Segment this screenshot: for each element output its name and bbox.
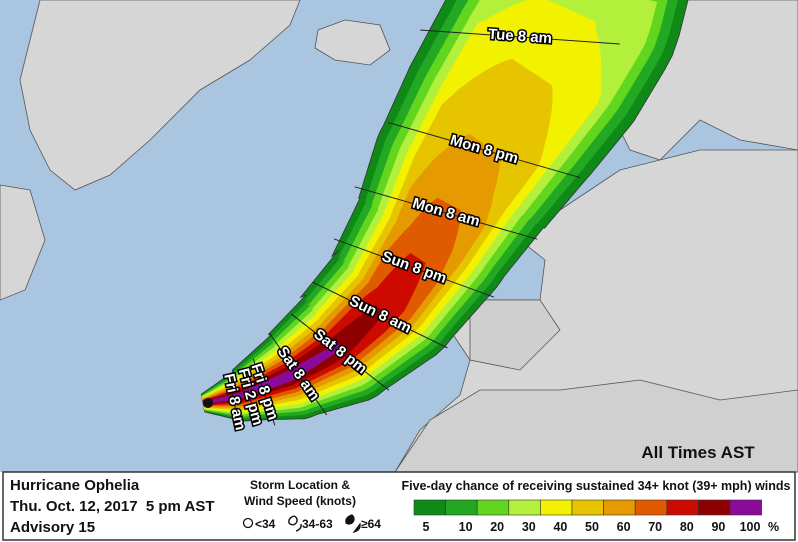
- legend-title: Five-day chance of receiving sustained 3…: [401, 479, 790, 493]
- legend-label: 10: [459, 520, 473, 534]
- symbol-label: ≥64: [361, 517, 381, 531]
- legend-swatch: [571, 499, 604, 516]
- legend-label: 70: [648, 520, 662, 534]
- legend-swatch: [634, 499, 668, 516]
- legend-label: 20: [490, 520, 504, 534]
- footer-advisory: Advisory 15: [10, 519, 95, 536]
- time-line: [228, 380, 240, 424]
- iberia: [469, 299, 561, 371]
- storm-position: [203, 398, 213, 408]
- legend-swatch: [476, 499, 510, 516]
- probability-band: [202, 305, 384, 405]
- symbol-storm: [288, 515, 302, 532]
- legend-unit: %: [768, 520, 779, 534]
- time-line: [312, 281, 448, 349]
- time-line: [333, 238, 495, 298]
- legend-label: 30: [522, 520, 536, 534]
- time-line: [387, 121, 581, 179]
- legend-label: 50: [585, 520, 599, 534]
- legend: 5 10 20 30 40 50 60 70 80 90 100%: [413, 499, 779, 534]
- symbol-label: 34-63: [302, 517, 333, 531]
- legend-swatch: [445, 499, 478, 516]
- legend-swatch: [729, 499, 762, 516]
- time-line: [420, 29, 620, 45]
- time-line: [252, 358, 276, 426]
- wind-swath: [200, 0, 689, 422]
- symbol-hurricane: [345, 514, 361, 534]
- legend-swatch: [603, 499, 636, 516]
- time-line: [290, 313, 390, 391]
- legend-swatch: [413, 499, 446, 516]
- probability-band: [202, 253, 426, 406]
- legend-swatch: [666, 499, 699, 516]
- symbol-title: Storm Location &: [250, 478, 350, 492]
- footer-date: Thu. Oct. 12, 2017 5 pm AST: [10, 498, 215, 515]
- africa: [394, 379, 798, 473]
- legend-label: 90: [711, 520, 725, 534]
- time-note: All Times AST: [641, 443, 755, 462]
- legend-swatch: [540, 499, 573, 516]
- probability-band: [202, 343, 342, 405]
- time-line: [268, 332, 328, 416]
- probability-band: [202, 197, 461, 407]
- legend-label: 100: [740, 520, 761, 534]
- legend-label: 40: [553, 520, 567, 534]
- legend-label: 80: [680, 520, 694, 534]
- time-line: [242, 369, 258, 425]
- probability-band: [202, 134, 501, 408]
- legend-label: 60: [617, 520, 631, 534]
- legend-swatch: [508, 499, 541, 516]
- symbol-weak: [242, 517, 254, 529]
- legend-swatch: [698, 499, 731, 516]
- time-line: [354, 186, 538, 240]
- symbol-title: Wind Speed (knots): [244, 494, 356, 508]
- legend-label: 5: [423, 520, 430, 534]
- footer-title: Hurricane Ophelia: [10, 477, 140, 494]
- symbol-label: <34: [255, 517, 276, 531]
